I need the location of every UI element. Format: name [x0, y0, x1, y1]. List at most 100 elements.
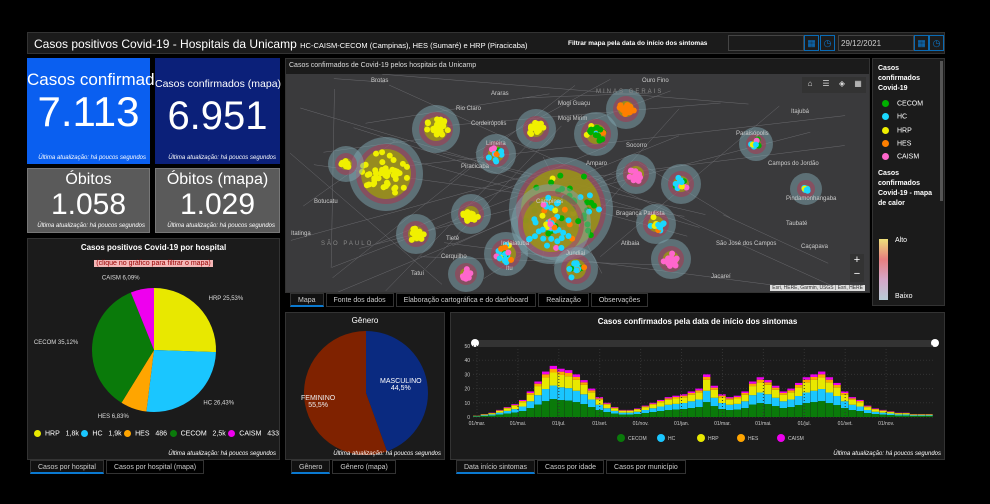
update-text: Última atualização: há poucos segundos: [167, 223, 275, 229]
case-point: [678, 183, 685, 190]
range-slider-handle[interactable]: [471, 339, 479, 347]
slice-label: HC 26,43%: [203, 401, 234, 407]
bar-caism: [503, 407, 512, 408]
range-slider-handle[interactable]: [931, 339, 939, 347]
case-point: [540, 201, 547, 208]
basemap-gallery-icon[interactable]: ▦: [854, 79, 862, 88]
calendar-icon[interactable]: ▦: [804, 35, 819, 51]
bar-caism: [680, 394, 688, 396]
tab-map-1[interactable]: Fonte dos dados: [325, 293, 394, 307]
bar-hrp: [695, 392, 703, 400]
slice-label: CAISM 6,09%: [102, 275, 140, 281]
legend-title: Casos confirmados Covid-19: [878, 65, 921, 92]
zoom-in-button[interactable]: +: [850, 254, 864, 268]
layers-icon[interactable]: ◈: [838, 79, 846, 88]
map-city-label: Itatinga: [291, 231, 311, 237]
map-boundary: [289, 152, 443, 285]
bar-hrp: [795, 387, 803, 397]
bar-hrp: [687, 394, 696, 402]
case-point: [505, 249, 512, 256]
case-point: [490, 145, 497, 152]
tab-gender-map[interactable]: Gênero (mapa): [332, 460, 396, 474]
clock-icon[interactable]: ◷: [820, 35, 835, 51]
legend-label: CECOM: [628, 436, 647, 442]
map-city-label: SÃO PAULO: [321, 241, 374, 247]
tab-cases-by-municipality[interactable]: Casos por município: [606, 460, 686, 474]
bar-hes: [526, 392, 535, 395]
label-male: MASCULINO 44,5%: [380, 378, 422, 392]
map-canvas[interactable]: [286, 74, 870, 293]
date-filter-label: Filtrar mapa pela data do início dos sin…: [568, 40, 708, 47]
pie-slice-cecom[interactable]: [92, 292, 154, 403]
timeline-chart[interactable]: 0 10 20 30 40 50 01/mar. 01/mai. 01/jul. 01/set. 0…: [451, 313, 946, 461]
start-date-input[interactable]: [728, 35, 804, 51]
tab-gender[interactable]: Gênero: [291, 460, 331, 474]
bar-cecom: [626, 414, 634, 417]
zoom-out-button[interactable]: −: [850, 268, 864, 282]
bar-hes: [833, 384, 841, 388]
gender-pie-chart[interactable]: [286, 313, 446, 461]
case-point: [637, 174, 644, 181]
case-point: [672, 180, 679, 187]
home-icon[interactable]: ⌂: [807, 79, 813, 88]
bar-cecom: [588, 407, 596, 417]
legend-label: CECOM: [897, 100, 924, 108]
case-point: [386, 152, 393, 159]
tab-map-4[interactable]: Observações: [590, 293, 649, 307]
bar-hc: [480, 415, 489, 417]
legend-item-hes[interactable]: HES 486: [124, 430, 167, 437]
tab-cases-by-hospital-map[interactable]: Casos por hospital (mapa): [105, 460, 205, 474]
legend-dot-hes: [737, 434, 745, 442]
clock-icon[interactable]: ◷: [929, 35, 944, 51]
pie-slice-caism[interactable]: [130, 288, 154, 350]
bar-hes: [687, 392, 696, 395]
map-city-label: Ouro Fino: [642, 78, 669, 84]
bar-hc: [603, 408, 611, 413]
tab-map-3[interactable]: Realização: [538, 293, 589, 307]
bar-cecom: [879, 414, 887, 417]
legend-item-hc[interactable]: HC 1,9k: [81, 430, 122, 437]
tab-cases-by-hospital[interactable]: Casos por hospital: [30, 460, 104, 474]
bar-hc: [818, 389, 826, 402]
pie-slice-hes[interactable]: [121, 350, 154, 412]
case-point: [531, 216, 538, 223]
bar-hc: [764, 394, 772, 405]
map-city-label: Socorro: [626, 143, 648, 149]
tab-cases-by-age[interactable]: Casos por idade: [537, 460, 605, 474]
calendar-icon[interactable]: ▦: [914, 35, 929, 51]
legend-scrollbar[interactable]: [940, 61, 943, 201]
bar-hrp: [488, 413, 496, 415]
bar-hes: [810, 376, 818, 380]
bar-cecom: [657, 411, 665, 417]
end-date-input[interactable]: 29/12/2021: [838, 35, 914, 51]
legend-dot: [882, 140, 889, 148]
bar-cecom: [818, 401, 826, 417]
pie-slice-hrp[interactable]: [154, 288, 216, 353]
case-point: [630, 107, 637, 114]
legend-dot: [882, 153, 889, 161]
map-panel[interactable]: Casos confirmados de Covid-19 pelos hosp…: [285, 58, 870, 293]
y-tick-label: 50: [464, 344, 470, 350]
bar-hrp: [534, 386, 542, 396]
pie-slice-hc[interactable]: [146, 350, 216, 412]
legend-item-caism[interactable]: CAISM 433: [228, 430, 279, 437]
legend-item-hrp: HRP: [882, 126, 939, 134]
bar-cecom: [726, 410, 734, 417]
bar-hrp: [626, 410, 634, 413]
tab-map-0[interactable]: Mapa: [290, 293, 324, 307]
tab-symptom-date[interactable]: Data início sintomas: [456, 460, 536, 474]
bar-hrp: [634, 409, 642, 412]
gender-slice-feminino[interactable]: [304, 331, 388, 455]
gender-slice-masculino[interactable]: [366, 331, 428, 452]
hospital-pie-chart[interactable]: HRP 25,53% HC 26,43% HES 6,83% CECOM 35,12%…: [28, 239, 281, 461]
tab-map-2[interactable]: Elaboração cartográfica e do dashboard: [395, 293, 537, 307]
card-deaths-map: Óbitos (mapa) 1.029 Última atualização: …: [155, 168, 280, 233]
update-text: Última atualização: há poucos segundos: [168, 155, 276, 161]
legend-item-hrp[interactable]: HRP 1,8k: [34, 430, 79, 437]
legend-label: HC: [668, 436, 676, 442]
bar-cecom: [871, 414, 880, 417]
card-label: Casos confirmados (mapa): [155, 78, 282, 90]
legend-list-icon[interactable]: ☰: [822, 79, 830, 88]
map-city-label: São José dos Campos: [716, 241, 777, 247]
legend-item-cecom[interactable]: CECOM 2,5k: [169, 430, 226, 437]
